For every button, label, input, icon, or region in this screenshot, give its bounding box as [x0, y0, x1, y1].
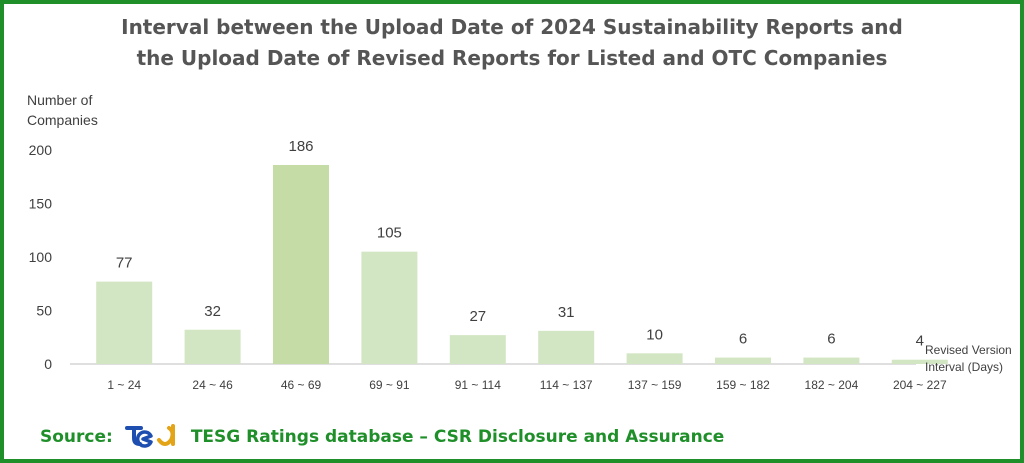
bar-value-label: 4	[916, 333, 924, 350]
x-tick-label: 46 ~ 69	[281, 378, 322, 392]
bar-value-label: 32	[204, 303, 221, 320]
x-axis-title-line-2: Interval (Days)	[925, 360, 1003, 374]
x-tick-label: 204 ~ 227	[893, 378, 947, 392]
bar	[626, 353, 683, 364]
bar	[184, 329, 241, 364]
bar	[361, 251, 418, 364]
y-tick-label: 100	[29, 249, 53, 265]
bar-value-label: 27	[469, 308, 486, 325]
x-tick-label: 1 ~ 24	[107, 378, 141, 392]
y-tick-label: 0	[44, 356, 52, 372]
bar	[715, 357, 771, 364]
bar	[273, 164, 329, 364]
y-tick-label: 150	[29, 196, 53, 212]
x-tick-label: 137 ~ 159	[628, 378, 682, 392]
x-tick-label: 91 ~ 114	[455, 378, 501, 392]
x-tick-label: 69 ~ 91	[369, 378, 410, 392]
tesg-logo-icon	[124, 424, 175, 448]
chart-title: Interval between the Upload Date of 2024…	[24, 12, 1000, 74]
bar-value-label: 6	[739, 331, 747, 348]
x-axis-title-line-1: Revised Version	[925, 343, 1012, 357]
x-tick-label: 182 ~ 204	[805, 378, 859, 392]
bar	[96, 281, 153, 364]
x-tick-label: 159 ~ 182	[716, 378, 770, 392]
y-axis-title-line-2: Companies	[27, 112, 98, 128]
bar	[449, 335, 506, 364]
bar-value-label: 77	[116, 255, 133, 272]
bar-value-label: 31	[558, 304, 575, 321]
bar-value-label: 10	[646, 326, 663, 343]
x-tick-label: 24 ~ 46	[192, 378, 233, 392]
chart-title-line-2: the Upload Date of Revised Reports for L…	[136, 46, 888, 70]
y-axis-title-line-1: Number of	[27, 92, 92, 108]
x-tick-label: 114 ~ 137	[540, 378, 593, 392]
bar-value-label: 6	[827, 331, 835, 348]
bar	[891, 359, 948, 364]
source-label: Source:	[40, 427, 113, 447]
bar-value-label: 105	[377, 225, 402, 242]
source-row: Source: TESG Ratings database – CSR Disc…	[40, 420, 724, 454]
bar-chart: Number of Companies 0 50 100 150 200 77 1 ~ 24 32…	[27, 92, 1012, 392]
source-text: TESG Ratings database – CSR Disclosure a…	[190, 427, 725, 447]
bar	[538, 330, 595, 364]
chart-title-line-1: Interval between the Upload Date of 2024…	[121, 15, 903, 39]
y-tick-label: 200	[29, 142, 53, 158]
bar-value-label: 186	[288, 138, 313, 155]
bar	[803, 357, 860, 364]
y-tick-label: 50	[36, 303, 52, 319]
